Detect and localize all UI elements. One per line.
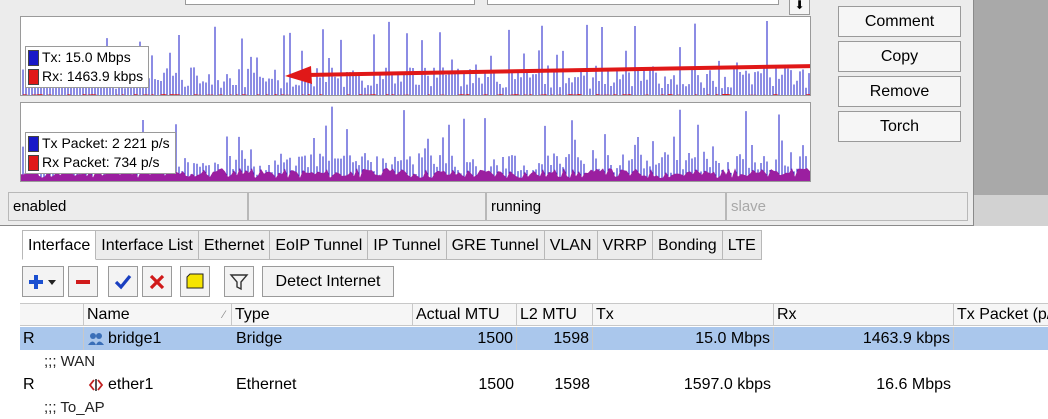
- rx-packet-label: Rx Packet:: [42, 154, 110, 170]
- row-rx: 1463.9 kbps: [774, 327, 954, 350]
- tab-vlan[interactable]: VLAN: [544, 230, 598, 260]
- interface-dialog: ⬇ Tx: 15.0 Mbps Rx: 1463.9 kbps Tx Packe…: [0, 0, 974, 226]
- traffic-graph: Tx: 15.0 Mbps Rx: 1463.9 kbps: [20, 16, 811, 96]
- tab-interface-list[interactable]: Interface List: [96, 230, 199, 260]
- comment-button[interactable]: Comment: [838, 6, 961, 37]
- check-icon: [114, 274, 132, 289]
- row-comment: ;;; To_AP: [44, 399, 105, 416]
- column-actual-mtu[interactable]: Actual MTU: [413, 304, 517, 326]
- column-tx-packet[interactable]: Tx Packet (p/: [957, 306, 1048, 323]
- column-l2-mtu[interactable]: L2 MTU: [517, 304, 593, 326]
- tx-packet-color-swatch: [28, 135, 39, 152]
- column-rx[interactable]: Rx: [774, 304, 954, 326]
- table-row-bridge1[interactable]: R bridge1 Bridge 1500 1598 15.0 Mbps 146…: [20, 327, 1048, 350]
- row-name: ether1: [108, 376, 154, 393]
- row-comment: ;;; WAN: [44, 353, 96, 370]
- status-empty: [248, 192, 486, 221]
- rx-color-swatch: [28, 68, 39, 85]
- detect-internet-button[interactable]: Detect Internet: [262, 266, 394, 297]
- tx-packet-label: Tx Packet:: [42, 135, 109, 151]
- row-type: Bridge: [236, 330, 283, 347]
- packet-legend: Tx Packet: 2 221 p/s Rx Packet: 734 p/s: [25, 132, 176, 174]
- traffic-legend: Tx: 15.0 Mbps Rx: 1463.9 kbps: [25, 46, 150, 88]
- table-comment-row[interactable]: ;;; WAN: [20, 350, 1048, 373]
- top-field-right[interactable]: [487, 0, 779, 5]
- tab-vrrp[interactable]: VRRP: [597, 230, 653, 260]
- row-flag: R: [23, 376, 35, 393]
- status-slave: slave: [726, 192, 968, 221]
- tx-color-swatch: [28, 49, 39, 66]
- tx-label: Tx:: [42, 49, 62, 65]
- column-flags[interactable]: [20, 304, 84, 326]
- background-strip: [974, 195, 1048, 226]
- row-actual-mtu: 1500: [478, 376, 514, 393]
- row-l2-mtu: 1598: [517, 327, 593, 350]
- row-tx: 15.0 Mbps: [593, 327, 774, 350]
- enable-button[interactable]: [108, 266, 138, 297]
- row-tx: 1597.0 kbps: [683, 376, 771, 393]
- traffic-rx-band: [22, 94, 810, 95]
- rx-value: 1463.9 kbps: [66, 68, 144, 84]
- row-l2-mtu: 1598: [554, 376, 590, 393]
- column-type[interactable]: Type: [232, 304, 413, 326]
- torch-button[interactable]: Torch: [838, 111, 961, 142]
- status-enabled: enabled: [8, 192, 248, 221]
- row-flag: R: [23, 330, 35, 347]
- tab-interface[interactable]: Interface: [22, 230, 97, 260]
- filter-icon: [229, 273, 249, 290]
- column-tx[interactable]: Tx: [593, 304, 774, 326]
- add-button[interactable]: [22, 266, 64, 297]
- row-name-cell: ether1: [88, 373, 232, 396]
- annotation-arrow: [285, 64, 810, 84]
- cell-divider: [20, 327, 84, 350]
- sort-indicator-icon: ⁄: [223, 309, 225, 321]
- plus-icon: [29, 274, 56, 289]
- top-field-left[interactable]: [185, 0, 475, 5]
- background-area: [974, 0, 1048, 195]
- interface-tabs: Interface Interface List Ethernet EoIP T…: [22, 230, 762, 260]
- interface-table-header: Name ⁄ Type Actual MTU L2 MTU Tx Rx Tx P…: [20, 303, 1048, 326]
- tx-value: 15.0 Mbps: [65, 49, 131, 65]
- dropdown-arrow-icon[interactable]: ⬇: [789, 0, 810, 15]
- row-name-cell: bridge1: [88, 327, 232, 350]
- column-name-label: Name: [87, 306, 130, 323]
- status-running: running: [486, 192, 726, 221]
- copy-button[interactable]: Copy: [838, 41, 961, 72]
- tab-ip-tunnel[interactable]: IP Tunnel: [368, 230, 447, 260]
- tx-packet-value: 2 221 p/s: [112, 135, 170, 151]
- tab-lte[interactable]: LTE: [722, 230, 762, 260]
- tab-eoip-tunnel[interactable]: EoIP Tunnel: [270, 230, 369, 260]
- ethernet-icon: [88, 378, 104, 391]
- tab-bonding[interactable]: Bonding: [652, 230, 723, 260]
- packets-rx-band: [21, 168, 810, 181]
- bridge-icon: [88, 332, 104, 345]
- remove-item-button[interactable]: [68, 266, 98, 297]
- note-icon: [186, 273, 204, 288]
- column-name[interactable]: Name ⁄: [84, 304, 232, 326]
- minus-icon: [76, 279, 90, 284]
- rx-packet-color-swatch: [28, 154, 39, 171]
- row-name: bridge1: [108, 330, 162, 347]
- row-actual-mtu: 1500: [413, 327, 517, 350]
- rx-label: Rx:: [42, 68, 63, 84]
- comment-item-button[interactable]: [180, 266, 210, 297]
- table-row-ether1[interactable]: R ether1 Ethernet 1500 1598 1597.0 kbps …: [20, 373, 1048, 396]
- rx-packet-value: 734 p/s: [113, 154, 160, 170]
- row-type: Ethernet: [236, 376, 297, 393]
- row-rx: 16.6 Mbps: [876, 376, 951, 393]
- packet-graph: Tx Packet: 2 221 p/s Rx Packet: 734 p/s: [20, 102, 811, 182]
- disable-button[interactable]: [142, 266, 172, 297]
- filter-button[interactable]: [224, 266, 254, 297]
- table-comment-row[interactable]: ;;; To_AP: [20, 396, 1048, 419]
- tab-ethernet[interactable]: Ethernet: [198, 230, 271, 260]
- detect-internet-label: Detect Internet: [275, 272, 381, 290]
- x-icon: [149, 274, 165, 289]
- tab-gre-tunnel[interactable]: GRE Tunnel: [446, 230, 545, 260]
- remove-button[interactable]: Remove: [838, 76, 961, 107]
